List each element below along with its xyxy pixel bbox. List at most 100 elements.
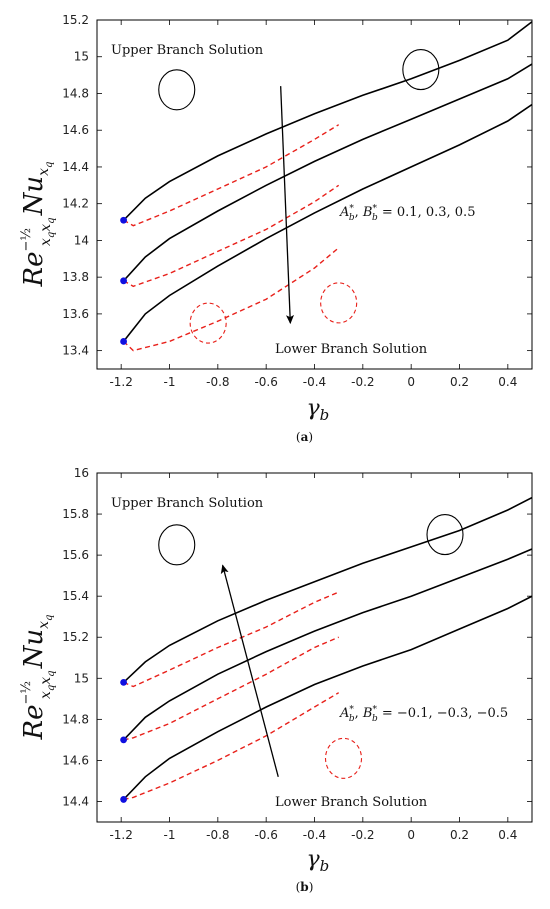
param-B-sub: b: [372, 714, 378, 724]
lower-branch-line: [123, 247, 340, 352]
x-axis-sub: b: [320, 857, 330, 875]
lower-branch-line: [123, 692, 340, 801]
param-values: = 0.1, 0.3, 0.5: [378, 205, 476, 220]
y-tick-label: 15: [74, 671, 89, 685]
caption-close: ): [308, 430, 313, 444]
y-axis-text: Re−½ xqxqNuxq: [19, 162, 57, 288]
y-Re: Re: [19, 705, 49, 741]
y-Re: Re: [19, 252, 49, 288]
param-A: A: [339, 706, 349, 721]
panel-a: -1.2 -1 -0.8 -0.6 -0.4 -0.2 0 0.2 0.4 13.4 13.6 13.…: [19, 13, 533, 444]
y-sub2q: q: [46, 670, 57, 676]
y-axis-label: Re−½ xqxqNuxq: [19, 615, 57, 741]
x-tick-label: -1.2: [109, 375, 132, 389]
x-tick-label: -0.6: [254, 828, 277, 842]
y-tick-label: 15.6: [62, 548, 89, 562]
y-exp: −½: [19, 228, 34, 252]
lower-branch-label: Lower Branch Solution: [275, 795, 428, 810]
x-tick-label: -0.4: [303, 828, 326, 842]
y-axis-text: Re−½ xqxqNuxq: [19, 615, 57, 741]
caption-letter: b: [300, 880, 308, 894]
y-sub3q: q: [44, 615, 55, 621]
y-Nu: Nu: [19, 629, 49, 670]
param-A: A: [339, 205, 349, 220]
lower-branch-label: Lower Branch Solution: [275, 342, 428, 357]
x-tick-label: -0.8: [206, 375, 229, 389]
y-sub1: x: [38, 238, 54, 246]
y-sub3: x: [36, 621, 52, 629]
y-tick-label: 13.6: [62, 307, 89, 321]
x-tick-label: 0.4: [498, 828, 517, 842]
param-B-star: *: [372, 705, 377, 715]
x-tick-label: -0.2: [351, 828, 374, 842]
y-tick-label: 14.2: [62, 197, 89, 211]
x-tick-label: -0.8: [206, 828, 229, 842]
x-axis-label: γb: [307, 396, 330, 424]
y-tick-label: 14.6: [62, 123, 89, 137]
lower-branch-circle: [320, 282, 358, 324]
caption-close: ): [309, 880, 314, 894]
critical-point: [120, 216, 127, 224]
y-tick-label: 15.2: [62, 630, 89, 644]
param-B-sub: b: [372, 213, 378, 223]
params-label: A* b, B* b = 0.1, 0.3, 0.5: [339, 204, 475, 223]
critical-point: [120, 679, 127, 686]
y-tick-label: 14.4: [62, 160, 89, 174]
param-B: B: [362, 205, 373, 220]
lower-branch-line: [123, 124, 340, 227]
x-tick-label: -0.6: [254, 375, 277, 389]
y-tick-label: 14.8: [62, 86, 89, 100]
x-tick-label: 0: [407, 828, 415, 842]
critical-point: [120, 796, 127, 803]
x-axis-gamma: γ: [307, 396, 321, 421]
lower-branch-line: [123, 591, 339, 688]
param-B-star: *: [372, 204, 377, 214]
x-axis-sub: b: [320, 406, 330, 424]
upper-branch-circle: [158, 524, 196, 566]
y-sub3q: q: [44, 162, 55, 168]
y-Nu: Nu: [19, 176, 49, 217]
lower-branch-line: [123, 184, 340, 288]
y-tick-label: 13.8: [62, 270, 89, 284]
param-A-star: *: [349, 204, 354, 214]
upper-branch-line: [123, 21, 532, 221]
x-tick-label: -1: [164, 828, 176, 842]
x-tick-label: -0.2: [351, 375, 374, 389]
axes-frame: [96, 19, 533, 370]
param-A-sub: b: [349, 714, 355, 724]
upper-branch-line: [123, 496, 532, 683]
lower-branch-circle: [324, 737, 363, 779]
x-tick-label: -1: [164, 375, 176, 389]
upper-branch-circle: [426, 514, 464, 556]
x-tick-label: 0.2: [450, 828, 469, 842]
y-sub2: x: [38, 677, 54, 685]
trend-arrow: [220, 564, 279, 778]
y-tick-label: 14: [74, 233, 89, 247]
panel-b: -1.2 -1 -0.8 -0.6 -0.4 -0.2 0 0.2 0.4 14.4 14.6 14.…: [19, 466, 533, 894]
critical-point: [120, 338, 127, 345]
y-tick-label: 16: [74, 466, 89, 480]
params-label: A* b, B* b = −0.1, −0.3, −0.5: [339, 705, 508, 724]
caption-open: (: [296, 430, 301, 444]
upper-branch-line: [123, 595, 532, 800]
y-tick-label: 13.4: [62, 344, 89, 358]
trend-arrow: [280, 86, 295, 325]
caption-letter: a: [301, 430, 309, 444]
y-tick-label: 15.2: [62, 13, 89, 27]
y-tick-label: 15.4: [62, 589, 89, 603]
x-tick-label: -1.2: [109, 828, 132, 842]
x-axis-gamma: γ: [307, 847, 321, 872]
y-sub1q: q: [46, 232, 57, 238]
caption-open: (: [296, 880, 301, 894]
x-tick-label: -0.4: [303, 375, 326, 389]
param-comma: ,: [355, 706, 363, 721]
critical-point: [120, 277, 127, 285]
param-B: B: [362, 706, 373, 721]
panel-caption: (a): [296, 430, 313, 444]
y-tick-label: 15.8: [62, 507, 89, 521]
x-axis-label: γb: [307, 847, 330, 875]
upper-branch-circle: [402, 49, 440, 91]
param-A-star: *: [349, 705, 354, 715]
y-exp: −½: [19, 681, 34, 705]
upper-branch-line: [123, 548, 532, 741]
